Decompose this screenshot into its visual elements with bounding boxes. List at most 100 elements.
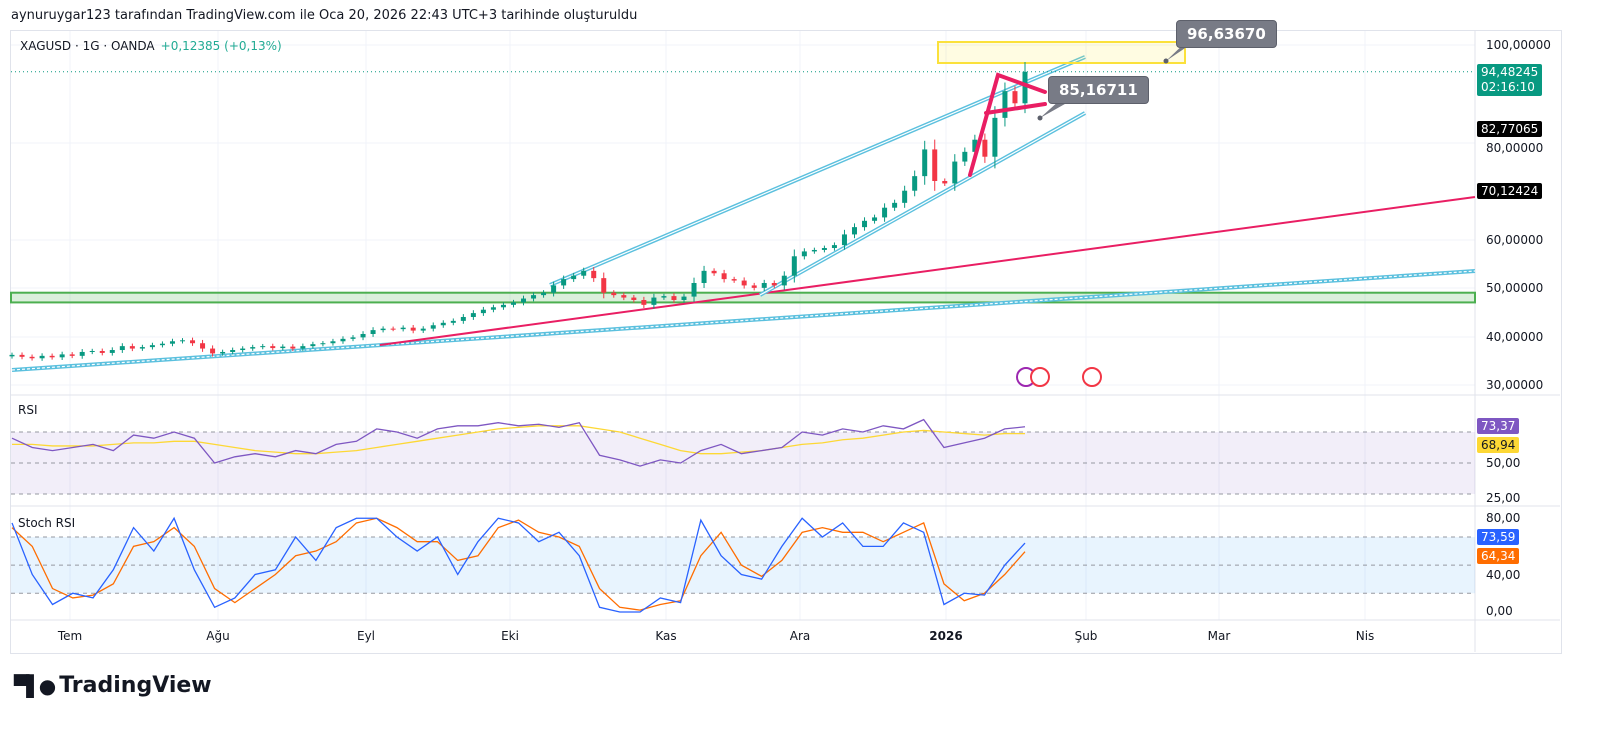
callout-anchor [1163,58,1169,64]
target-box [937,41,1186,64]
candle-body [962,151,968,162]
candle-body [310,344,316,347]
symbol-legend[interactable]: XAGUSD · 1G · OANDA +0,12385 (+0,13%) [20,39,282,53]
candle-body [159,343,165,346]
candle-body [29,356,35,359]
candle-body [551,285,557,293]
candle-body [480,309,486,314]
candle-body [721,273,727,280]
stoch-tick: 40,00 [1486,568,1521,582]
rsi-ma-line [12,425,1026,455]
price-callout-top[interactable]: 96,63670 [1176,20,1277,48]
candle-body [400,327,406,330]
candle-body [420,328,426,331]
candle-body [651,297,657,305]
callout-anchor [1037,115,1043,121]
candle-body [450,320,456,323]
price-change: +0,12385 (+0,13%) [160,39,282,53]
candle-body [430,325,436,329]
stoch-k-tag: 73,59 [1477,529,1520,545]
candle-body [350,337,356,339]
pattern-drawing [984,102,1047,115]
candle-body [731,279,737,281]
stoch-pane-label[interactable]: Stoch RSI [18,516,76,530]
tv-logo-icon: ▀▌● [14,673,56,698]
candle-body [952,161,958,184]
candle-body [280,346,286,349]
bar-countdown: 02:16:10 [1481,80,1535,94]
candle-body [741,280,747,286]
snapshot-credit: aynuruygar123 tarafından TradingView.com… [11,8,638,23]
rsi-ma-tag: 68,94 [1477,437,1520,453]
candle-body [59,354,65,358]
candle-body [631,297,637,300]
candle-body [571,275,577,280]
candle-body [992,117,998,157]
pink-trendline [379,196,1476,346]
candle-body [230,350,236,352]
price-tick: 80,00000 [1486,141,1544,155]
candle-body [240,348,246,351]
rsi-line [11,418,1026,467]
tradingview-logo[interactable]: ▀▌● TradingView [14,673,212,698]
candle-body [149,345,155,348]
candle-body [591,270,597,279]
last-price-tag: 94,48245 02:16:10 [1477,64,1543,96]
rsi-tick: 50,00 [1486,456,1521,470]
time-tick: Ağu [206,629,230,643]
price-tick: 30,00000 [1486,378,1544,392]
level-tag: 70,12424 [1477,183,1543,199]
candle-body [9,354,15,357]
candle-body [500,304,506,308]
time-tick: Eki [501,629,519,643]
candle-body [1022,71,1028,104]
chart-frame [10,30,1562,654]
candle-body [330,341,336,344]
candle-body [531,295,537,299]
candle-body [611,292,617,296]
candle-body [691,282,697,297]
price-tick: 40,00000 [1486,330,1544,344]
candle-body [581,270,587,276]
stoch-k-line [11,516,1026,613]
channel-line-inner [549,56,1086,286]
candle-body [440,322,446,326]
rsi-value-tag: 73,37 [1477,418,1520,434]
candle-body [19,354,25,357]
candle-body [210,348,216,354]
price-callout-mid[interactable]: 85,16711 [1048,76,1149,104]
candle-body [1002,91,1008,118]
candle-body [69,354,75,356]
candle-body [510,302,516,305]
candle-body [942,180,948,184]
stoch-d-tag: 64,34 [1477,548,1520,564]
candle-body [751,285,757,288]
candle-body [561,279,567,286]
candle-body [260,346,266,348]
candle-body [380,328,386,331]
candle-body [781,275,787,286]
candle-body [711,270,717,274]
candle-body [470,313,476,317]
candle-body [39,355,45,359]
candle-body [661,296,667,298]
candle-body [621,295,627,298]
candle-body [460,316,466,321]
candle-body [982,139,988,157]
candle-body [932,149,938,181]
level-tag: 82,77065 [1477,121,1543,137]
rsi-pane-label[interactable]: RSI [18,403,38,417]
candle-body [139,347,145,349]
time-tick: Kas [655,629,677,643]
candle-body [79,351,85,356]
candle-body [801,251,807,257]
candle-body [180,340,186,342]
candle-body [290,346,296,349]
candle-body [851,227,857,235]
price-tick: 50,00000 [1486,281,1544,295]
symbol-title: XAGUSD · 1G · OANDA [20,39,155,53]
candle-body [109,350,115,353]
candle-body [89,350,95,352]
